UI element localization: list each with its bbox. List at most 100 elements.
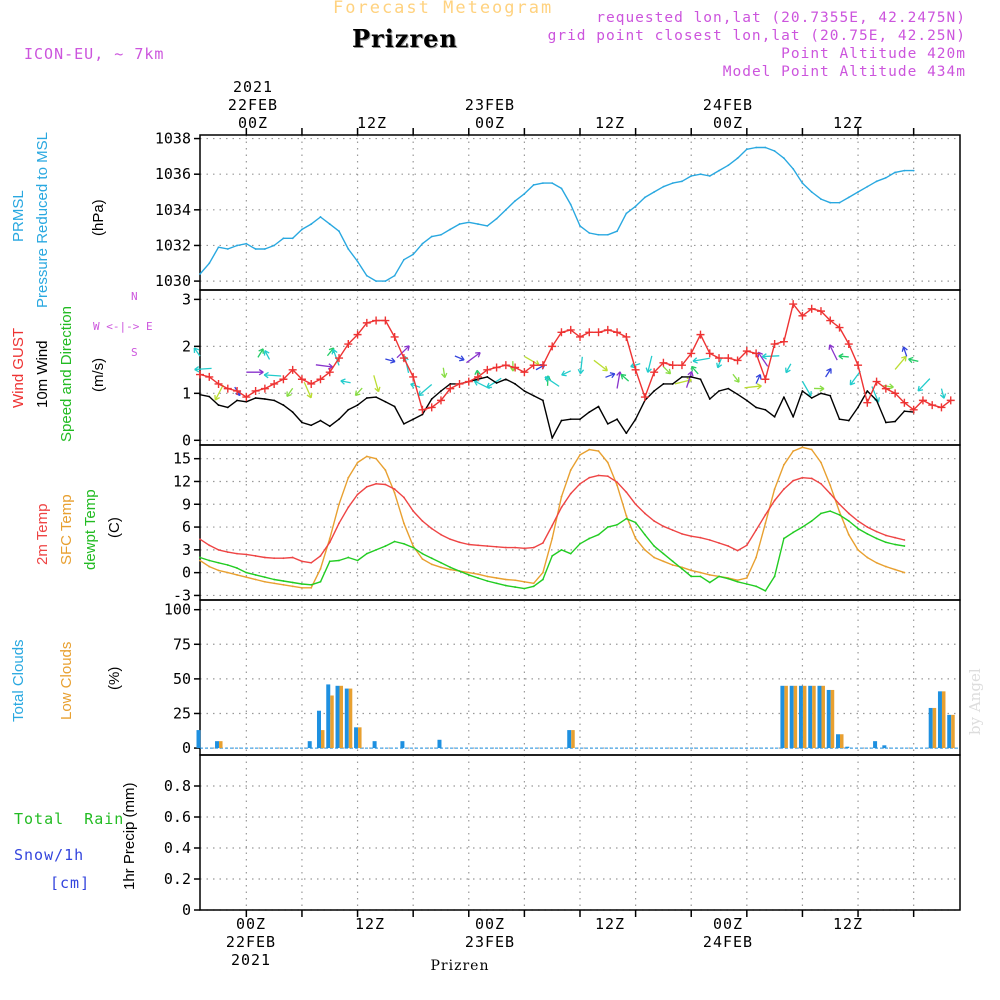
- temp-sfc-line-point: [792, 450, 795, 452]
- footer-station: Prizren: [430, 958, 490, 974]
- wind-arrow-head: [354, 390, 361, 397]
- wind-speed-line-point: [328, 425, 331, 428]
- low-clouds-bar: [348, 688, 353, 749]
- temp-sfc-line-point: [226, 571, 229, 574]
- total-clouds-bar: [882, 745, 887, 749]
- gridpoint-coords: grid point closest lon,lat (20.75E, 42.2…: [547, 28, 966, 44]
- time-label-bottom-0: 00Z 22FEB 2021: [225, 915, 277, 969]
- pressure-line-point: [708, 175, 711, 177]
- wind-speed-line-point: [282, 404, 285, 406]
- temp-sfc-line-point: [301, 586, 303, 589]
- temp-2m-line-point: [375, 482, 377, 485]
- wind-gust-line-point: [279, 375, 288, 384]
- wind-gust-line-point: [659, 358, 668, 367]
- pressure-line-point: [625, 212, 628, 215]
- temp-sfc-line-point: [579, 453, 581, 456]
- pressure-line-point: [393, 274, 396, 277]
- wind-ytick-label: 3: [182, 290, 191, 308]
- wind-speed-line-point: [866, 390, 869, 392]
- wind-arrow: [662, 366, 671, 375]
- pressure-line-point: [338, 230, 340, 233]
- wind-gust-line-point: [335, 354, 344, 363]
- wind-gust-line-point: [752, 349, 761, 358]
- dewpt-line-point: [412, 546, 415, 549]
- pressure-line-point: [440, 233, 442, 236]
- wind-gust-line-point: [724, 354, 733, 363]
- rain-label: Total Rain: [14, 810, 125, 828]
- dewpt-line-point: [226, 564, 229, 566]
- wind-speed-line-point: [829, 394, 832, 397]
- wind-speed-line-point: [875, 399, 878, 402]
- dewpt-line-point: [884, 541, 887, 544]
- wind-speed-line-point: [560, 419, 563, 422]
- clouds-ytick-label: 50: [173, 670, 191, 688]
- temp-2m-line-point: [634, 503, 637, 506]
- temp-sfc-line-point: [449, 568, 452, 571]
- dewpt-line-point: [291, 581, 294, 584]
- wind-gust-line-point: [631, 365, 640, 374]
- temp-2m-line-point: [708, 539, 711, 541]
- wind-arrow: [785, 363, 792, 373]
- temp-2m-line-point: [217, 548, 220, 551]
- temp-2m-line-point: [560, 506, 563, 509]
- pressure-line-point: [653, 191, 656, 193]
- temp-sfc-line-point: [764, 522, 767, 525]
- dewpt-line-point: [616, 523, 618, 526]
- dewpt-line-point: [792, 531, 795, 534]
- wind-speed-line-point: [792, 415, 795, 418]
- wind-arrow: [801, 381, 812, 397]
- wind-arrow: [647, 355, 653, 373]
- wind-speed-line-point: [699, 378, 702, 381]
- temp-sfc-line-point: [884, 565, 887, 568]
- temp-sfc-line-point: [403, 522, 405, 525]
- wind-arrow: [194, 367, 212, 371]
- total-clouds-bar: [354, 727, 359, 749]
- pressure-line-point: [477, 223, 479, 225]
- wind-speed-line-point: [606, 422, 609, 425]
- temp-2m-line-point: [690, 535, 693, 538]
- wind-arrow-head: [306, 392, 313, 399]
- clouds-ytick-label: 75: [173, 635, 191, 653]
- wind-gust-line-point: [307, 379, 316, 388]
- wind-speed-line-point: [412, 418, 415, 421]
- dewpt-line-point: [699, 575, 702, 578]
- wind-gust-line-point: [779, 337, 788, 346]
- wind-arrow: [825, 368, 832, 378]
- temp-sfc-line-point: [606, 461, 609, 464]
- wind-arrow: [732, 373, 740, 383]
- wind-arrow: [755, 374, 761, 384]
- wind-speed-line-point: [894, 420, 897, 423]
- pressure-line-point: [792, 167, 795, 170]
- wind-frame: [199, 289, 961, 446]
- temp-2m-line-point: [606, 475, 609, 478]
- pressure-line-point: [430, 235, 433, 238]
- wind-gust-line-point: [214, 379, 223, 388]
- temp-2m-line-point: [894, 536, 897, 539]
- pressure-line-point: [866, 185, 869, 188]
- dewpt-line-point: [690, 575, 693, 578]
- temp-2m-line-point: [495, 545, 498, 548]
- wind-gust-line-point: [863, 398, 872, 407]
- wind-gust-line-point: [789, 300, 798, 309]
- temp-2m-line-point: [467, 543, 470, 546]
- low-clouds-bar: [812, 685, 816, 749]
- temp-2m-line-point: [338, 522, 340, 525]
- precip-ytick-label: 0.8: [164, 777, 191, 795]
- dewpt-line-point: [903, 545, 906, 547]
- temp-2m-line-point: [773, 499, 776, 502]
- wind-arrow: [486, 377, 502, 389]
- dewpt-line-point: [588, 537, 591, 540]
- temp-2m-line-point: [347, 506, 350, 509]
- snow-unit: [cm]: [50, 874, 91, 892]
- pressure-line-point: [727, 164, 730, 167]
- pressure-line-point: [569, 203, 572, 206]
- temp-2m-line-point: [365, 485, 368, 488]
- wind-arrow-head: [917, 385, 924, 392]
- wind-arrow: [691, 366, 699, 375]
- temp-2m-line-point: [236, 552, 238, 555]
- wind-arrow: [829, 344, 838, 361]
- temp-2m-line-point: [755, 529, 757, 531]
- temp-2m-line-point: [884, 534, 887, 537]
- low-clouds-bar: [932, 707, 937, 749]
- wind-arrow-head: [734, 377, 740, 383]
